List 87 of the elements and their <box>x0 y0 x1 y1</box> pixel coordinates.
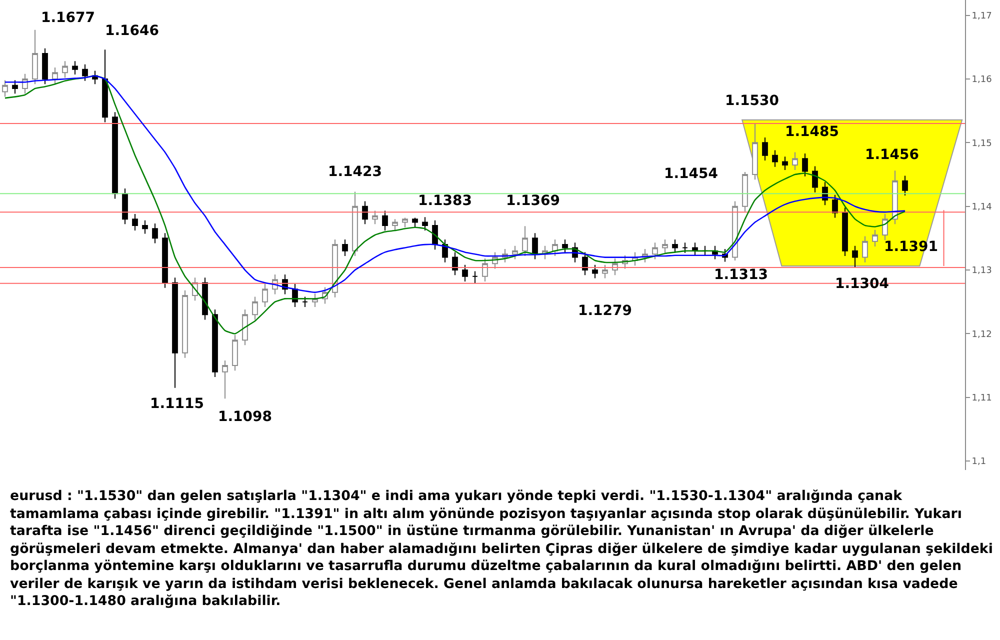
candlestick <box>382 210 388 232</box>
candlestick <box>112 112 118 200</box>
candlestick <box>852 245 858 268</box>
candlestick <box>472 270 478 284</box>
y-tick-label: 1,11 <box>972 394 992 404</box>
candlestick <box>42 48 48 85</box>
candlestick <box>12 80 18 94</box>
candlestick <box>262 284 268 308</box>
candlestick <box>802 152 808 177</box>
annotation: 1.1454 <box>664 166 718 182</box>
candlestick <box>362 200 368 225</box>
candlestick <box>422 216 428 232</box>
candlestick <box>522 226 528 257</box>
candlestick <box>212 309 218 378</box>
candlestick <box>162 232 168 288</box>
candlestick <box>512 245 518 260</box>
candlestick <box>772 150 778 168</box>
candlestick <box>602 264 608 279</box>
annotation: 1.1456 <box>865 147 920 163</box>
annotation: 1.1383 <box>418 193 472 209</box>
candlestick <box>122 188 128 225</box>
y-tick-label: 1,1 <box>972 457 986 468</box>
candlestick <box>242 309 248 346</box>
candlestick <box>892 170 898 225</box>
candlestick <box>902 175 908 196</box>
y-tick-label: 1,14 <box>972 202 992 212</box>
candlestick <box>452 252 458 276</box>
annotation: 1.1369 <box>506 193 560 209</box>
candlestick <box>172 277 178 388</box>
candlestick <box>342 238 348 257</box>
candlestick <box>392 218 398 232</box>
candlestick <box>142 220 148 234</box>
annotation: 1.1530 <box>725 93 780 109</box>
text: eurusd : "1.1530" dan gelen satışlarla "1.1304" e indi ama yukarı yönde tepki verdi. "1.1530-1.1304" aralığında çanak tamamlama çabası içinde girebilir. "1.1391" in altı alım yönünde pozisyon taşıyanlar açısında stop olarak düşünülebilir. Yukarı tarafta ise "1.1456" direnci geçildiğinde "1.1500" in üstüne tırmanma görülebilir. Yunanistan' ın Avrupa' da diğer ülkelerle görüşmeleri devam etmekte. Almanya' dan haber alamadığını belirten Çipras diğer ülkelere de şimdiye kadar uygulanan şekildeki borçlanma yöntemine karşı olduklarını ve tasarrufla durumu düzeltme çabalarının da kural olmadığını belirtti. ABD' den gelen veriler de karışık ve yarın da istihdam verisi beklenecek. Genel anlamda bakılacak olunursa hareketler açısından kısa vadede "1.1300-1.1480 aralığına bakılabilir. <box>10 488 994 610</box>
candlestick <box>782 156 788 171</box>
candlestick <box>352 191 358 257</box>
y-tick-label: 1,12 <box>972 330 992 340</box>
candlestick <box>842 207 848 257</box>
candlestick <box>672 238 678 254</box>
candlestick <box>402 217 408 228</box>
candlestick <box>32 29 38 85</box>
candlestick <box>862 236 868 263</box>
candlestick <box>482 258 488 282</box>
candlestick <box>812 166 818 193</box>
candlestick <box>832 194 838 218</box>
candlestick <box>62 60 68 78</box>
candlestick <box>412 217 418 228</box>
annotation: 1.1646 <box>105 23 160 39</box>
candlestick <box>552 238 558 257</box>
annotation: 1.1677 <box>41 10 96 26</box>
candlestick <box>222 360 228 400</box>
candlestick <box>742 171 748 212</box>
candlestick <box>52 67 58 85</box>
candlestick <box>232 334 238 372</box>
candlestick <box>752 123 758 180</box>
candlestick <box>562 238 568 254</box>
candlestick <box>882 213 888 241</box>
annotation: 1.1115 <box>150 396 204 412</box>
candlestick <box>72 60 78 76</box>
candlestick <box>582 252 588 276</box>
candlestick <box>302 296 308 308</box>
candlestick <box>592 264 598 279</box>
candlestick <box>682 242 688 254</box>
annotation: 1.1098 <box>218 409 272 425</box>
y-tick-label: 1,15 <box>972 138 992 149</box>
candlestick <box>182 290 188 358</box>
candlestick <box>252 296 258 320</box>
annotation: 1.1485 <box>785 124 840 140</box>
candlestick <box>662 238 668 254</box>
candlestick <box>652 242 658 260</box>
annotation: 1.1279 <box>578 303 632 319</box>
y-tick-label: 1,17 <box>972 11 992 22</box>
candlestick <box>462 264 468 282</box>
candlestick <box>872 229 878 247</box>
candlestick <box>102 49 108 123</box>
candlestick <box>692 242 698 257</box>
candlestick <box>792 152 798 171</box>
candlestick <box>372 210 378 225</box>
candlestick <box>762 137 768 161</box>
y-tick-label: 1,13 <box>972 266 992 276</box>
annotation: 1.1313 <box>714 267 768 283</box>
candlestick <box>132 213 138 232</box>
y-tick-label: 1,16 <box>972 75 992 86</box>
annotation: 1.1423 <box>328 164 382 180</box>
candlestick <box>82 64 88 82</box>
candlestick <box>532 232 538 260</box>
candlestick <box>152 223 158 244</box>
